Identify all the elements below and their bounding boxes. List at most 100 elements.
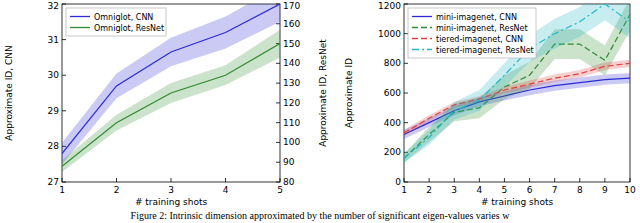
x-tick-label: 1 xyxy=(401,185,407,195)
x-tick xyxy=(404,178,405,182)
legend-swatch xyxy=(70,27,90,28)
legend-swatch xyxy=(412,16,432,17)
x-tick xyxy=(630,178,631,182)
x-tick-label: 2 xyxy=(426,185,432,195)
x-tick xyxy=(604,178,605,182)
y-tick-label: 130 xyxy=(283,78,300,88)
legend-label: tiered-imagenet, ResNet xyxy=(436,46,534,55)
error-band xyxy=(404,4,630,163)
x-tick xyxy=(479,178,480,182)
x-tick-label: 3 xyxy=(451,185,457,195)
x-tick-label: 6 xyxy=(527,185,533,195)
x-tick-label: 5 xyxy=(277,185,283,195)
x-tick-label: 1 xyxy=(59,185,65,195)
series-line xyxy=(62,4,280,154)
legend-swatch xyxy=(412,27,432,28)
y-tick xyxy=(404,63,408,64)
y-tick xyxy=(62,39,66,40)
y-tick xyxy=(62,110,66,111)
legend: mini-imagenet, CNN mini-imagenet, ResNet t… xyxy=(408,8,536,58)
legend: Omniglot, CNN Omniglot, ResNet xyxy=(66,8,166,36)
y-tick xyxy=(62,75,66,76)
y-tick xyxy=(62,182,66,183)
legend-label: Omniglot, ResNet xyxy=(94,24,164,33)
y-tick-label: 140 xyxy=(283,58,300,68)
x-tick xyxy=(554,178,555,182)
y-tick-label: 100 xyxy=(283,137,300,147)
legend-swatch xyxy=(70,16,90,17)
y-tick xyxy=(404,4,408,5)
legend-label: tiered-imagenet, CNN xyxy=(436,35,523,44)
y-tick xyxy=(276,122,280,123)
legend-swatch xyxy=(412,38,432,39)
y-tick xyxy=(276,162,280,163)
y-tick-label: 800 xyxy=(384,58,401,68)
x-tick xyxy=(116,178,117,182)
x-tick-label: 4 xyxy=(476,185,482,195)
y-tick xyxy=(404,93,408,94)
y-tick-label: 200 xyxy=(384,147,401,157)
y-tick xyxy=(276,182,280,183)
y-tick-label: 30 xyxy=(48,70,60,80)
x-tick-label: 5 xyxy=(502,185,508,195)
x-tick-label: 4 xyxy=(223,185,229,195)
y-tick-label: 400 xyxy=(384,118,401,128)
x-tick xyxy=(62,178,63,182)
y-tick xyxy=(276,63,280,64)
error-band xyxy=(62,30,280,172)
x-tick-label: 3 xyxy=(168,185,174,195)
x-tick xyxy=(171,178,172,182)
chart: 1 2 3 4 5 27 28 29 30 31 32 80 90 100 110 120 130 140 150 1… xyxy=(4,0,328,207)
legend-label: mini-imagenet, ResNet xyxy=(436,24,528,33)
series-line xyxy=(62,44,280,167)
x-tick-label: 9 xyxy=(602,185,608,195)
y-tick-label: 150 xyxy=(283,39,300,49)
y2-axis-label: Approximate ID, ResNet xyxy=(318,39,328,147)
x-tick-label: 7 xyxy=(552,185,558,195)
plot-area xyxy=(404,4,630,163)
legend-box xyxy=(66,8,166,36)
x-tick xyxy=(225,178,226,182)
series-line xyxy=(404,14,630,158)
error-band xyxy=(404,4,630,163)
y-tick-label: 28 xyxy=(48,141,60,151)
y-tick-label: 90 xyxy=(283,157,295,167)
x-tick-label: 8 xyxy=(577,185,583,195)
y-tick-label: 120 xyxy=(283,98,300,108)
y-tick-label: 80 xyxy=(283,177,295,187)
x-axis-label: # training shots xyxy=(135,197,208,207)
legend-label: Omniglot, CNN xyxy=(94,13,153,22)
y-tick-label: 31 xyxy=(48,35,59,45)
y-tick xyxy=(404,122,408,123)
y-tick-label: 32 xyxy=(48,1,59,11)
x-axis-label: # training shots xyxy=(481,197,554,207)
x-tick-label: 2 xyxy=(114,185,120,195)
y-tick-label: 170 xyxy=(283,1,300,11)
legend-swatch xyxy=(412,49,432,50)
y-tick xyxy=(404,182,408,183)
y-tick xyxy=(276,142,280,143)
y-tick xyxy=(276,83,280,84)
caption: Figure 2: Intrinsic dimension approximat… xyxy=(131,210,511,221)
y-axis-label: Approximate ID, CNN xyxy=(4,45,14,140)
y-tick-label: 110 xyxy=(283,118,300,128)
y-tick xyxy=(276,102,280,103)
x-tick xyxy=(504,178,505,182)
y-tick-label: 160 xyxy=(283,19,300,29)
x-tick-label: 10 xyxy=(624,185,636,195)
x-tick xyxy=(454,178,455,182)
y-tick xyxy=(404,33,408,34)
legend-box xyxy=(408,8,536,58)
x-tick xyxy=(529,178,530,182)
series-line xyxy=(404,4,630,158)
figure: 1234527282930313280901001101201301401501… xyxy=(0,0,640,223)
x-tick xyxy=(429,178,430,182)
y-tick xyxy=(62,4,66,5)
legend-label: mini-imagenet, CNN xyxy=(436,13,517,22)
x-tick xyxy=(280,178,281,182)
chart: 12345678910020040060080010001200# traini… xyxy=(344,0,636,207)
y-tick-label: 29 xyxy=(48,106,60,116)
y-tick-label: 27 xyxy=(48,177,59,187)
plot-area xyxy=(62,4,280,172)
y-tick-label: 600 xyxy=(384,88,401,98)
